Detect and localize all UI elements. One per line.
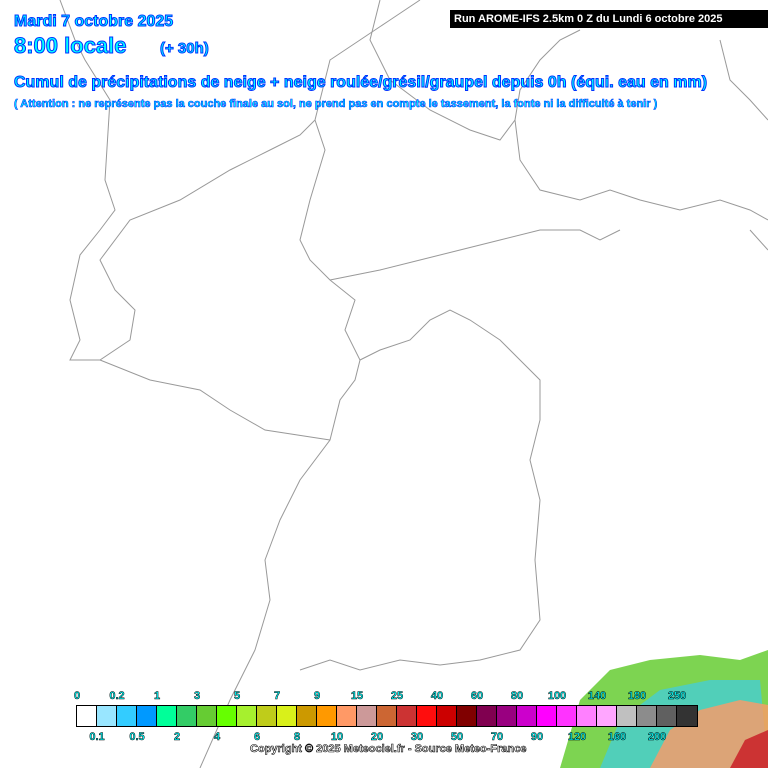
legend-label: 9 (313, 690, 321, 703)
legend-swatch (137, 706, 157, 726)
run-info: Run AROME-IFS 2.5km 0 Z du Lundi 6 octob… (450, 10, 768, 28)
color-legend (76, 705, 698, 727)
legend-swatch (477, 706, 497, 726)
legend-swatch (337, 706, 357, 726)
legend-label: 1 (153, 690, 161, 703)
legend-swatch (157, 706, 177, 726)
legend-label: 8 (293, 731, 301, 744)
legend-swatch (357, 706, 377, 726)
legend-label: 200 (647, 731, 667, 744)
legend-swatch (397, 706, 417, 726)
legend-label: 10 (330, 731, 344, 744)
legend-swatch (537, 706, 557, 726)
legend-swatch (177, 706, 197, 726)
legend-label: 3 (193, 690, 201, 703)
forecast-date: Mardi 7 octobre 2025 (13, 13, 174, 31)
legend-swatch (257, 706, 277, 726)
map-note: ( Attention : ne représente pas la couch… (14, 98, 658, 111)
legend-label: 60 (470, 690, 484, 703)
legend-label: 25 (390, 690, 404, 703)
legend-swatch (577, 706, 597, 726)
legend-swatch (677, 706, 697, 726)
legend-swatch (457, 706, 477, 726)
legend-swatch (497, 706, 517, 726)
legend-swatch (297, 706, 317, 726)
legend-swatch (557, 706, 577, 726)
legend-swatch (197, 706, 217, 726)
legend-swatch (417, 706, 437, 726)
legend-label: 180 (627, 690, 647, 703)
legend-label: 6 (253, 731, 261, 744)
legend-label: 50 (450, 731, 464, 744)
lead-time: (+ 30h) (160, 40, 210, 58)
legend-label: 250 (667, 690, 687, 703)
legend-label: 7 (273, 690, 281, 703)
legend-swatch (117, 706, 137, 726)
legend-label: 30 (410, 731, 424, 744)
legend-swatch (317, 706, 337, 726)
borders (59, 0, 768, 768)
legend-swatch (77, 706, 97, 726)
legend-label: 0.5 (129, 731, 145, 744)
legend-label: 20 (370, 731, 384, 744)
legend-label: 2 (173, 731, 181, 744)
legend-label: 0.1 (89, 731, 105, 744)
legend-swatch (517, 706, 537, 726)
map-title: Cumul de précipitations de neige + neige… (13, 74, 708, 92)
legend-label: 80 (510, 690, 524, 703)
legend-swatch (597, 706, 617, 726)
legend-label: 0 (73, 690, 81, 703)
legend-label: 100 (547, 690, 567, 703)
forecast-time: 8:00 locale (14, 33, 128, 59)
legend-label: 160 (607, 731, 627, 744)
legend-label: 40 (430, 690, 444, 703)
legend-swatch (637, 706, 657, 726)
legend-label: 90 (530, 731, 544, 744)
legend-label: 140 (587, 690, 607, 703)
legend-label: 5 (233, 690, 241, 703)
legend-label: 4 (213, 731, 221, 744)
legend-swatch (657, 706, 677, 726)
legend-swatch (97, 706, 117, 726)
legend-label: 15 (350, 690, 364, 703)
legend-label: 120 (567, 731, 587, 744)
legend-swatch (217, 706, 237, 726)
legend-swatch (237, 706, 257, 726)
legend-swatch (437, 706, 457, 726)
legend-label: 0.2 (109, 690, 125, 703)
legend-swatch (277, 706, 297, 726)
copyright: Copyright © 2025 Meteociel.fr - Source M… (250, 743, 527, 756)
legend-swatch (617, 706, 637, 726)
legend-swatch (377, 706, 397, 726)
legend-label: 70 (490, 731, 504, 744)
